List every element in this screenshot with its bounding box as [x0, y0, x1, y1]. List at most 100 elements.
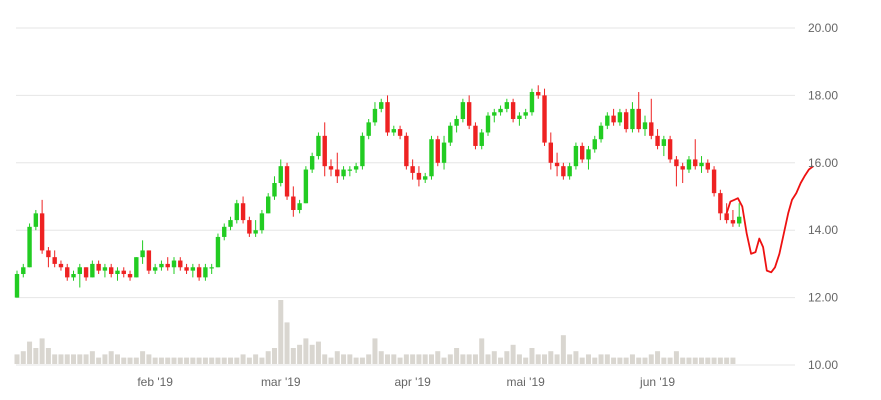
candle [667, 135, 673, 163]
candle [548, 132, 553, 170]
candle-body [328, 166, 334, 170]
volume-bar [579, 357, 585, 364]
candle [335, 152, 340, 184]
volume-bar [428, 354, 434, 364]
candle-body [404, 135, 409, 167]
candle [404, 132, 409, 170]
candle [529, 88, 535, 116]
candle-body [674, 159, 679, 167]
candle [605, 112, 610, 130]
candle [222, 223, 227, 241]
volume-bar [391, 354, 397, 364]
candle-body [353, 166, 359, 170]
candle-body [548, 142, 553, 163]
volume-bar [585, 354, 591, 364]
candle [27, 223, 32, 268]
candle-body [146, 250, 152, 271]
volume-bar [617, 357, 623, 364]
candle [655, 129, 660, 150]
x-axis-tick-labels: feb '19 mar '19 apr '19 mai '19 jun '19 [137, 375, 675, 389]
candle-body [630, 108, 635, 130]
candle-body [598, 125, 604, 140]
candle-body [297, 203, 302, 210]
candle-body [686, 159, 692, 170]
candle-body [222, 226, 227, 237]
volume-bar [140, 351, 146, 364]
volume-bar [686, 357, 692, 364]
candle-body [14, 274, 20, 298]
candle [184, 263, 189, 275]
candle [109, 263, 114, 278]
candle-body [435, 139, 440, 163]
volume-bar [529, 348, 535, 364]
volume-bar [604, 354, 610, 364]
candle-body [561, 166, 566, 177]
candle-body [510, 102, 516, 119]
volume-bar [303, 338, 309, 364]
candle-body [316, 135, 321, 157]
candle [705, 159, 710, 173]
candle [297, 199, 302, 214]
volume-bar [215, 357, 221, 364]
volume-bar [516, 354, 522, 364]
candle-body [335, 169, 340, 177]
candle [598, 122, 604, 143]
candle-body [234, 203, 239, 221]
candle [630, 102, 635, 133]
volume-bar [253, 354, 259, 364]
candle-body [623, 112, 629, 130]
volume-bar [52, 354, 58, 364]
candle-body [341, 169, 346, 177]
candle [385, 95, 390, 136]
candle [234, 199, 239, 224]
candle-body [21, 267, 26, 275]
candle-body [410, 166, 415, 173]
candle-body [485, 115, 491, 133]
volume-bar [385, 354, 391, 364]
candle-body [611, 115, 616, 123]
volume-bar [209, 357, 215, 364]
volume-bar [309, 344, 315, 364]
volume-bar [711, 357, 717, 364]
x-tick-label: feb '19 [137, 375, 173, 389]
volume-bar [146, 354, 152, 364]
candle [523, 108, 528, 119]
candle [134, 257, 139, 278]
volume-bar [680, 357, 686, 364]
candle [466, 95, 472, 130]
candle [711, 166, 717, 197]
candle-body [46, 250, 51, 258]
volume-bar [717, 357, 723, 364]
candle [247, 216, 252, 237]
y-tick-label: 10.00 [808, 358, 838, 372]
candle [492, 108, 497, 123]
candle [617, 108, 623, 126]
volume-bar [667, 357, 673, 364]
volume-bar [341, 354, 347, 364]
candle-body [661, 139, 667, 146]
candle [391, 125, 396, 136]
candle-body [102, 267, 108, 271]
volume-bar [542, 354, 548, 364]
candle [291, 186, 296, 217]
volume-bar [58, 354, 64, 364]
candle [278, 159, 283, 187]
candle-body [109, 267, 114, 275]
candle-body [705, 162, 710, 170]
volume-bar [372, 338, 378, 364]
candle [259, 209, 265, 234]
volume-bar [334, 351, 340, 364]
candle-body [196, 267, 202, 278]
candle [460, 98, 466, 123]
candle-body [291, 196, 296, 210]
candle [410, 159, 415, 180]
candle-body [718, 193, 723, 214]
volume-bar [366, 354, 372, 364]
candle [567, 162, 572, 180]
candle-body [724, 213, 729, 221]
candle [127, 270, 133, 281]
candle-body [322, 135, 327, 167]
volume-bar [560, 335, 566, 364]
candle-body [96, 263, 101, 271]
